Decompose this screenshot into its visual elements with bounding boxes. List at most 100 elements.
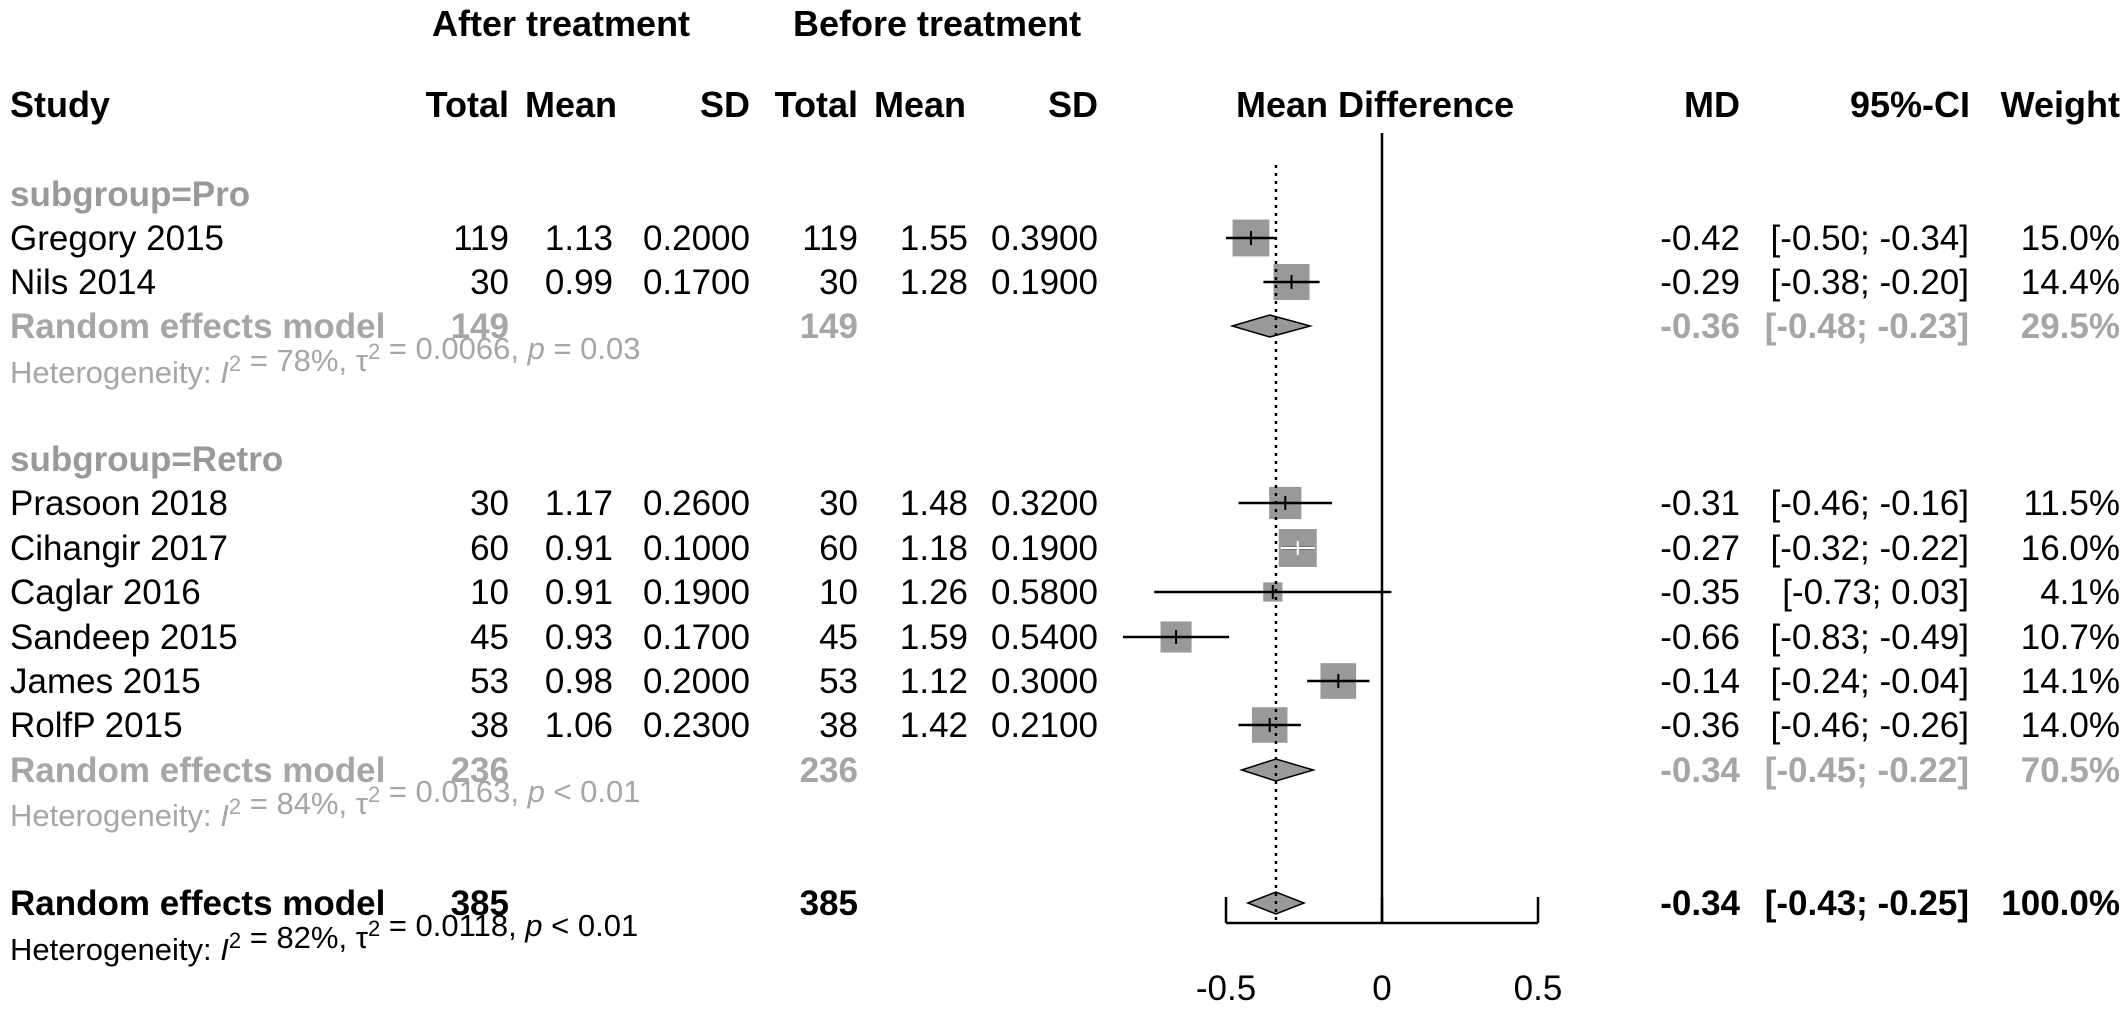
ci-value: [-0.50; -0.34] bbox=[1771, 219, 1969, 258]
weight-value: 11.5% bbox=[2023, 484, 2120, 523]
pooled-weight: 70.5% bbox=[2021, 751, 2120, 790]
header-after-total: Total bbox=[426, 84, 509, 125]
subgroup-heterogeneity: Heterogeneity: I2 = 84%, τ2 = 0.0163, p … bbox=[10, 774, 641, 833]
header-ci: 95%-CI bbox=[1850, 84, 1970, 125]
header-weight: Weight bbox=[2001, 84, 2120, 125]
before-sd: 0.5400 bbox=[991, 618, 1098, 657]
pooled-label: Random effects model bbox=[10, 307, 385, 346]
after-mean: 0.91 bbox=[545, 529, 613, 568]
study-name: RolfP 2015 bbox=[10, 706, 183, 745]
before-sd: 0.2100 bbox=[991, 706, 1098, 745]
study-name: Sandeep 2015 bbox=[10, 618, 238, 657]
after-sd: 0.1900 bbox=[643, 573, 750, 612]
weight-value: 14.1% bbox=[2021, 662, 2120, 701]
study-name: Cihangir 2017 bbox=[10, 529, 228, 568]
after-mean: 0.91 bbox=[545, 573, 613, 612]
header-before-mean: Mean bbox=[874, 84, 966, 125]
after-sd: 0.2600 bbox=[643, 484, 750, 523]
x-axis: -0.5 0 0.5 bbox=[1196, 133, 1562, 1008]
after-mean: 0.99 bbox=[545, 263, 613, 302]
before-sd: 0.1900 bbox=[991, 263, 1098, 302]
pooled-before-total: 236 bbox=[800, 751, 858, 790]
weight-value: 4.1% bbox=[2040, 573, 2120, 612]
header-mean-difference: Mean Difference bbox=[1236, 84, 1514, 125]
after-total: 119 bbox=[453, 219, 509, 258]
weight-value: 14.0% bbox=[2021, 706, 2120, 745]
before-total: 119 bbox=[802, 219, 858, 258]
study-name: Caglar 2016 bbox=[10, 573, 201, 612]
md-value: -0.14 bbox=[1660, 662, 1740, 701]
before-mean: 1.18 bbox=[900, 529, 968, 568]
study-name: Prasoon 2018 bbox=[10, 484, 228, 523]
before-total: 53 bbox=[819, 662, 858, 701]
axis-tick-label: 0 bbox=[1372, 969, 1391, 1008]
pooled-ci: [-0.45; -0.22] bbox=[1765, 751, 1969, 790]
ci-value: [-0.24; -0.04] bbox=[1771, 662, 1969, 701]
pooled-label: Random effects model bbox=[10, 751, 385, 790]
before-mean: 1.26 bbox=[900, 573, 968, 612]
overall-heterogeneity: Heterogeneity: I2 = 82%, τ2 = 0.0118, p … bbox=[10, 908, 638, 967]
ci-value: [-0.46; -0.26] bbox=[1771, 706, 1969, 745]
group-header-after: After treatment bbox=[432, 3, 690, 44]
before-mean: 1.48 bbox=[900, 484, 968, 523]
md-value: -0.31 bbox=[1660, 484, 1740, 523]
after-mean: 0.93 bbox=[545, 618, 613, 657]
weight-value: 16.0% bbox=[2021, 529, 2120, 568]
before-total: 60 bbox=[819, 529, 858, 568]
before-sd: 0.3200 bbox=[991, 484, 1098, 523]
after-mean: 1.13 bbox=[545, 219, 613, 258]
header-after-mean: Mean bbox=[525, 84, 617, 125]
header-before-sd: SD bbox=[1048, 84, 1098, 125]
pooled-before-total: 149 bbox=[800, 307, 858, 346]
pooled-md: -0.34 bbox=[1660, 884, 1740, 923]
before-total: 10 bbox=[819, 573, 858, 612]
after-total: 30 bbox=[470, 484, 509, 523]
pooled-weight: 29.5% bbox=[2021, 307, 2120, 346]
after-mean: 0.98 bbox=[545, 662, 613, 701]
group-header-before: Before treatment bbox=[793, 3, 1081, 44]
ci-value: [-0.46; -0.16] bbox=[1771, 484, 1969, 523]
table-rows: subgroup=Pro Gregory 2015 119 1.13 0.2000 119… bbox=[10, 175, 2120, 967]
header-study: Study bbox=[10, 84, 110, 125]
before-mean: 1.55 bbox=[900, 219, 968, 258]
after-sd: 0.2300 bbox=[643, 706, 750, 745]
md-value: -0.66 bbox=[1660, 618, 1740, 657]
plot-marks bbox=[1123, 219, 1392, 915]
before-mean: 1.42 bbox=[900, 706, 968, 745]
md-value: -0.42 bbox=[1660, 219, 1740, 258]
ci-value: [-0.38; -0.20] bbox=[1771, 263, 1969, 302]
before-sd: 0.5800 bbox=[991, 573, 1098, 612]
weight-value: 15.0% bbox=[2021, 219, 2120, 258]
after-total: 53 bbox=[470, 662, 509, 701]
ci-value: [-0.73; 0.03] bbox=[1782, 573, 1969, 612]
after-sd: 0.1000 bbox=[643, 529, 750, 568]
study-name: Gregory 2015 bbox=[10, 219, 224, 258]
weight-value: 10.7% bbox=[2021, 618, 2120, 657]
md-value: -0.36 bbox=[1660, 706, 1740, 745]
before-total: 38 bbox=[819, 706, 858, 745]
before-mean: 1.28 bbox=[900, 263, 968, 302]
before-sd: 0.3900 bbox=[991, 219, 1098, 258]
header-before-total: Total bbox=[775, 84, 858, 125]
before-mean: 1.12 bbox=[900, 662, 968, 701]
before-total: 45 bbox=[819, 618, 858, 657]
md-value: -0.35 bbox=[1660, 573, 1740, 612]
ci-value: [-0.32; -0.22] bbox=[1771, 529, 1969, 568]
pooled-after-total: 236 bbox=[451, 751, 509, 790]
before-total: 30 bbox=[819, 484, 858, 523]
pooled-ci: [-0.43; -0.25] bbox=[1765, 884, 1969, 923]
study-name: Nils 2014 bbox=[10, 263, 156, 302]
subgroup-label: subgroup=Retro bbox=[10, 440, 283, 479]
after-sd: 0.2000 bbox=[643, 662, 750, 701]
after-mean: 1.06 bbox=[545, 706, 613, 745]
after-sd: 0.1700 bbox=[643, 263, 750, 302]
after-sd: 0.1700 bbox=[643, 618, 750, 657]
pooled-label: Random effects model bbox=[10, 884, 385, 923]
weight-value: 14.4% bbox=[2021, 263, 2120, 302]
pooled-md: -0.36 bbox=[1660, 307, 1740, 346]
axis-tick-label: 0.5 bbox=[1514, 969, 1563, 1008]
pooled-md: -0.34 bbox=[1660, 751, 1740, 790]
pooled-before-total: 385 bbox=[800, 884, 858, 923]
subgroup-diamond bbox=[1239, 758, 1317, 782]
